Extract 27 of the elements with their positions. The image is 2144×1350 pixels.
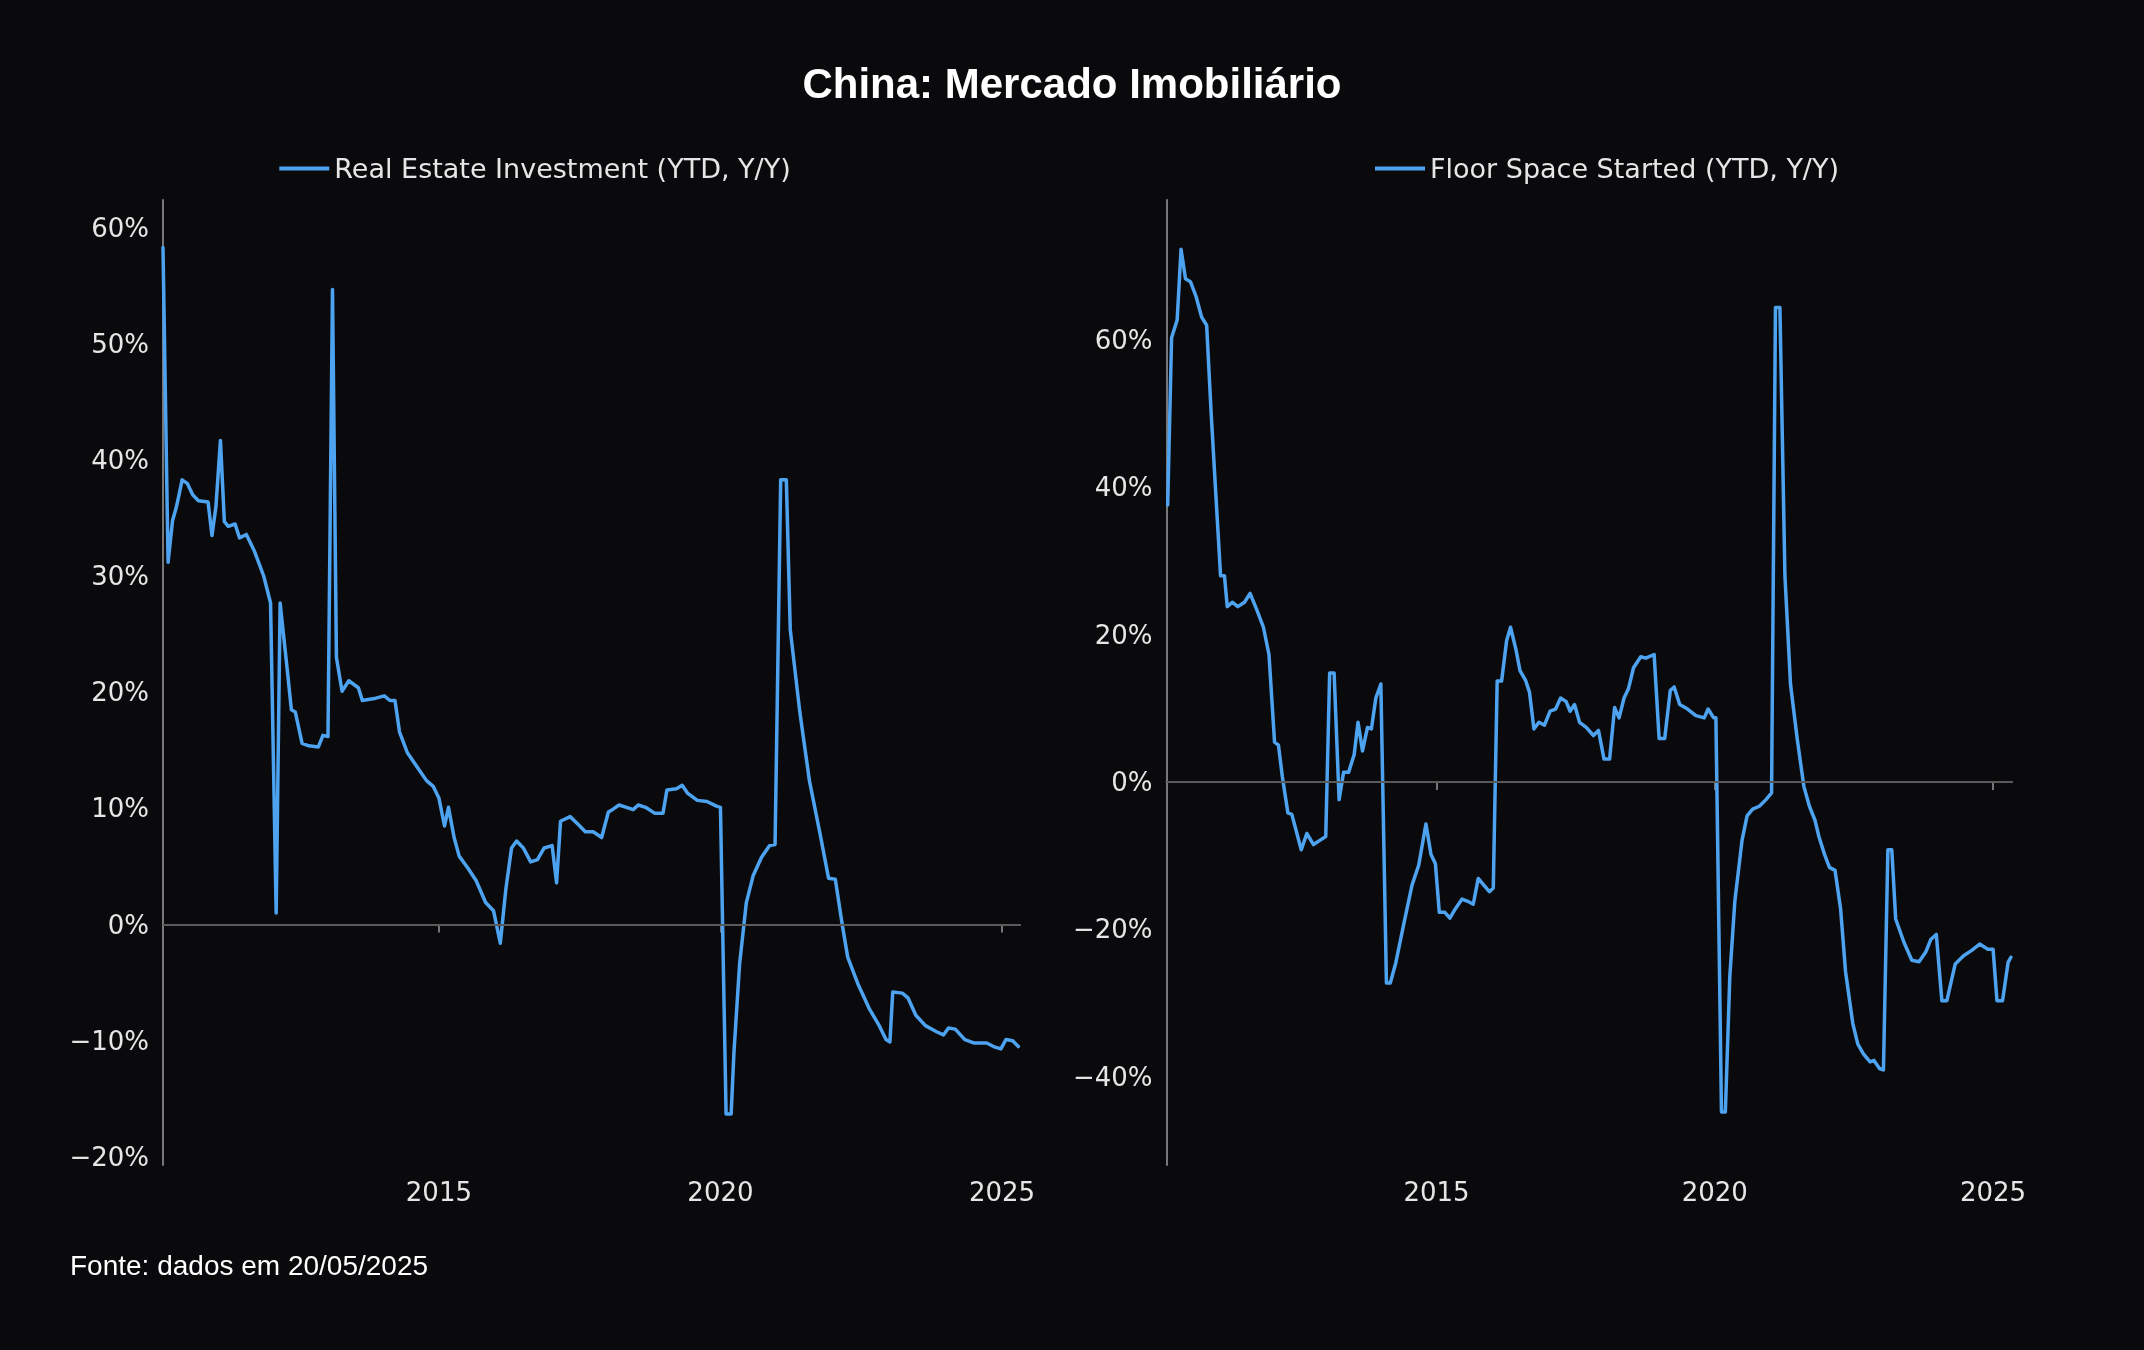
y-tick-label: 0% [107, 909, 149, 940]
legend-label: Floor Space Started (YTD, Y/Y) [1430, 153, 1839, 184]
y-tick-label: 40% [91, 445, 149, 476]
x-tick-label: 2020 [687, 1177, 754, 1207]
y-tick-label: 10% [91, 793, 149, 824]
x-tick-label: 2025 [1959, 1177, 2027, 1207]
x-tick-label: 2015 [1403, 1177, 1470, 1207]
y-tick-label: 20% [1094, 619, 1153, 650]
y-tick-label: 20% [91, 677, 149, 708]
chart-title: China: Mercado Imobiliário [801, 60, 1343, 108]
y-tick-label: 40% [1094, 472, 1153, 503]
y-tick-label: 50% [91, 329, 149, 359]
source-note: Fonte: dados em 20/05/2025 [70, 1250, 429, 1282]
y-tick-label: 0% [1111, 766, 1153, 797]
y-tick-label: −40% [1073, 1061, 1153, 1092]
line-series [161, 245, 1021, 1116]
y-tick-label: 30% [91, 561, 149, 592]
x-tick-label: 2015 [405, 1177, 472, 1207]
y-tick-label: −10% [69, 1025, 149, 1056]
x-tick-label: 2025 [968, 1177, 1036, 1207]
line-series [1165, 247, 2013, 1114]
y-tick-label: 60% [1094, 324, 1153, 355]
y-tick-label: −20% [1073, 914, 1153, 945]
legend-label: Real Estate Investment (YTD, Y/Y) [334, 153, 791, 184]
y-tick-label: 60% [91, 212, 149, 243]
x-tick-label: 2020 [1681, 1177, 1748, 1207]
y-tick-label: −20% [69, 1141, 149, 1172]
